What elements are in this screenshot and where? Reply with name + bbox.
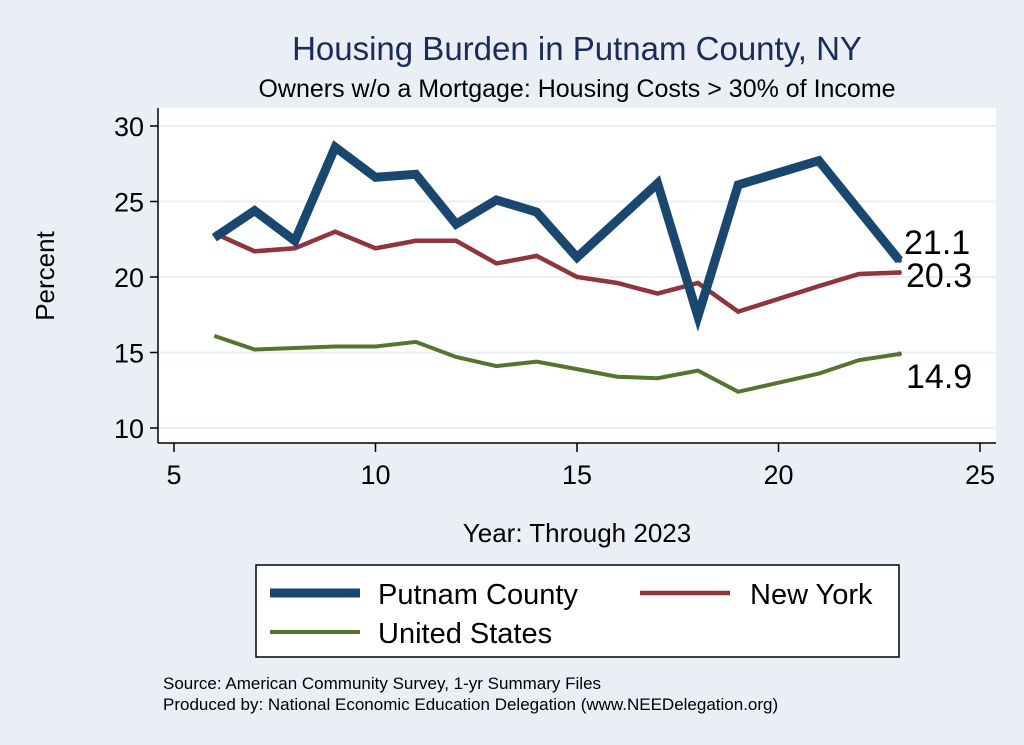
legend-label-united-states: United States <box>378 618 552 650</box>
x-tick-label: 20 <box>763 460 793 490</box>
legend-label-new-york: New York <box>750 579 873 611</box>
y-axis-label: Percent <box>30 230 60 320</box>
series-line-new-york <box>213 229 900 315</box>
series-line-putnam-county <box>211 140 903 332</box>
x-axis: 5 10 15 20 25 <box>158 442 996 490</box>
y-tick-label: 10 <box>114 414 144 444</box>
end-label-new-york: 20.3 <box>906 257 972 295</box>
y-tick-label: 30 <box>114 112 144 142</box>
end-label-putnam-county: 21.1 <box>904 224 970 262</box>
legend: Putnam County New York United States <box>270 579 873 650</box>
end-labels: 21.120.3 14.9 <box>904 224 972 396</box>
chart-title: Housing Burden in Putnam County, NY <box>292 30 862 67</box>
x-tick-label: 25 <box>965 460 995 490</box>
x-tick-label: 5 <box>166 460 181 490</box>
y-tick-label: 20 <box>114 263 144 293</box>
series-line-united-states <box>213 334 900 394</box>
y-tick-label: 15 <box>114 339 144 369</box>
footer-source: Source: American Community Survey, 1-yr … <box>163 674 601 693</box>
end-point-new-york <box>896 269 902 275</box>
legend-box <box>255 564 900 658</box>
end-point-putnam-county <box>896 257 902 263</box>
x-tick-label: 15 <box>562 460 592 490</box>
legend-label-putnam-county: Putnam County <box>378 579 578 611</box>
x-tick-label: 10 <box>360 460 390 490</box>
series-lines <box>211 140 903 394</box>
y-axis: 10 15 20 25 30 <box>114 108 159 444</box>
end-point-united-states <box>896 351 902 357</box>
x-axis-label: Year: Through 2023 <box>463 518 691 548</box>
y-tick-label: 25 <box>114 188 144 218</box>
chart-subtitle: Owners w/o a Mortgage: Housing Costs > 3… <box>258 75 895 103</box>
footer-produced-by: Produced by: National Economic Education… <box>163 695 778 714</box>
end-label-united-states: 14.9 <box>906 358 972 396</box>
